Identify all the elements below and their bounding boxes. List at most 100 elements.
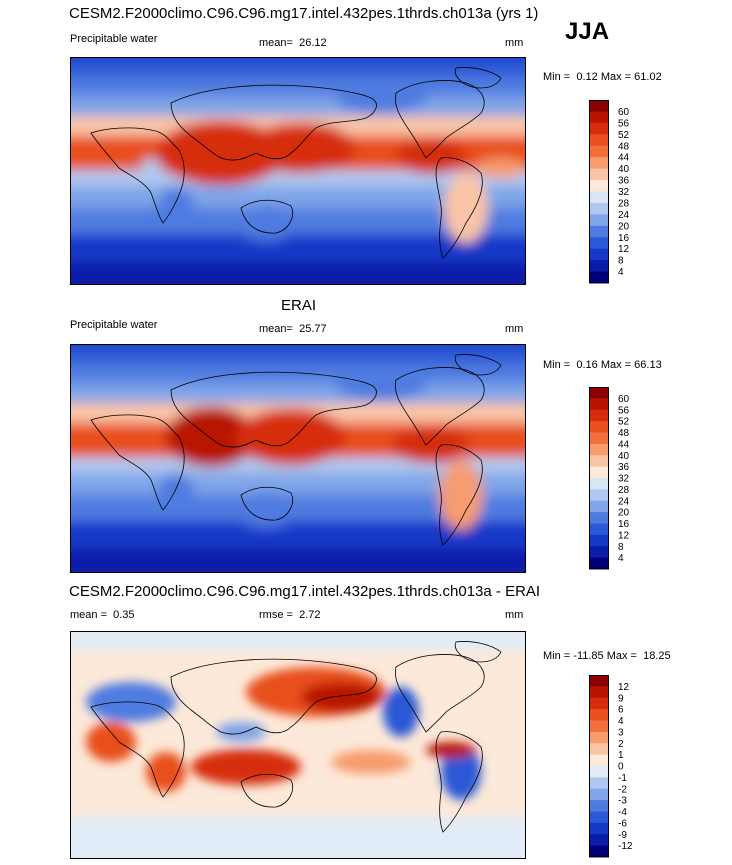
colorbar-swatch [589, 145, 609, 158]
colorbar-tick-label: 44 [618, 153, 630, 164]
panel2-mean: mean= 25.77 [259, 323, 327, 335]
colorbar-swatch [589, 455, 609, 468]
panel3-units: mm [505, 609, 524, 621]
colorbar-tick-label: 6 [618, 705, 624, 716]
panel1-map-field [71, 58, 525, 284]
colorbar-swatch [589, 720, 609, 733]
colorbar-tick-label: 60 [618, 394, 630, 405]
panel2-field-label: Precipitable water [70, 319, 158, 331]
colorbar-swatch [589, 766, 609, 778]
colorbar-swatch [589, 237, 609, 250]
colorbar-tick-label: 44 [618, 439, 630, 450]
map-shading [71, 632, 525, 858]
panel2-title: ERAI [281, 297, 317, 314]
colorbar-tick-label: 8 [618, 256, 624, 267]
colorbar-swatch [589, 822, 609, 835]
colorbar-swatch [589, 743, 609, 756]
panel1-mean: mean= 26.12 [259, 37, 327, 49]
colorbar-tick-label: -9 [618, 830, 627, 841]
colorbar-frame [589, 387, 609, 569]
panel3-title: CESM2.F2000climo.C96.C96.mg17.intel.432p… [69, 583, 541, 600]
colorbar-tick-label: 56 [618, 118, 630, 129]
panel3-minmax: Min = -11.85 Max = 18.25 [543, 650, 671, 662]
panel3-map-field [71, 632, 525, 858]
panel2-colorbar: 60 56 52 48 44 40 36 32 28 24 20 16 12 8 4 [589, 387, 630, 570]
panel1-minmax: Min = 0.12 Max = 61.02 [543, 71, 662, 83]
panel3-colorbar: 12 9 6 4 3 2 1 0 -1 -2 -3 -4 -6 -9 -12 [589, 675, 633, 858]
colorbar-tick-label: -2 [618, 784, 627, 795]
colorbar-tick-label: 16 [618, 233, 630, 244]
colorbar-tick-label: 40 [618, 164, 630, 175]
colorbar-swatch [589, 478, 609, 490]
coastlines [90, 641, 502, 833]
colorbar-swatch [589, 546, 609, 559]
colorbar-swatch [589, 731, 609, 744]
colorbar-swatch [589, 202, 609, 215]
colorbar-tick-label: 12 [618, 530, 630, 541]
colorbar-swatch [589, 489, 609, 502]
colorbar-tick-label: 32 [618, 474, 630, 485]
colorbar-tick-label: 28 [618, 485, 630, 496]
colorbar-swatch [589, 387, 609, 399]
colorbar-tick-label: 24 [618, 496, 630, 507]
colorbar-swatch [589, 168, 609, 181]
colorbar-swatch [589, 845, 609, 858]
colorbar-tick-label: 24 [618, 210, 630, 221]
colorbar-swatch [589, 157, 609, 170]
colorbar-swatch [589, 111, 609, 124]
colorbar-swatch [589, 811, 609, 824]
colorbar-tick-label: -3 [618, 796, 627, 807]
colorbar-tick-label: 8 [618, 542, 624, 553]
colorbar-tick-label: -6 [618, 818, 627, 829]
colorbar-swatch [589, 557, 609, 570]
colorbar-tick-label: 20 [618, 221, 630, 232]
colorbar-tick-label: 0 [618, 762, 624, 773]
colorbar-tick-label: 32 [618, 187, 630, 198]
colorbar-swatch [589, 421, 609, 433]
colorbar-swatch [589, 260, 609, 273]
colorbar-tick-label: 36 [618, 176, 630, 187]
colorbar-tick-label: -12 [618, 841, 633, 852]
colorbar-tick-label: 2 [618, 739, 624, 750]
colorbar-swatch [589, 500, 609, 513]
colorbar-tick-label: 1 [618, 750, 624, 761]
colorbar-swatch [589, 777, 609, 790]
colorbar-swatch [589, 675, 609, 687]
colorbar-swatch [589, 800, 609, 812]
map-shading [71, 345, 525, 572]
panel2-units: mm [505, 323, 524, 335]
colorbar-tick-label: 4 [618, 267, 624, 278]
colorbar-swatch [589, 225, 609, 238]
colorbar-tick-label: 36 [618, 462, 630, 473]
colorbar-tick-label: 48 [618, 141, 630, 152]
colorbar-tick-label: 60 [618, 107, 630, 118]
colorbar-tick-label: 12 [618, 244, 630, 255]
colorbar-tick-label: 56 [618, 405, 630, 416]
colorbar-swatch [589, 180, 609, 192]
colorbar-swatch [589, 709, 609, 721]
map-shading [71, 58, 525, 284]
panel1-field-label: Precipitable water [70, 33, 158, 45]
panel1-map [70, 57, 526, 285]
colorbar-swatch [589, 512, 609, 524]
colorbar-swatch [589, 754, 609, 767]
colorbar-tick-label: 4 [618, 716, 624, 727]
colorbar-swatch [589, 191, 609, 204]
colorbar-swatch [589, 466, 609, 479]
colorbar-frame [589, 675, 609, 857]
colorbar-tick-label: 3 [618, 727, 624, 738]
colorbar-tick-label: -1 [618, 773, 627, 784]
panel3-map [70, 631, 526, 859]
coastlines [90, 67, 502, 259]
colorbar-tick-label: 52 [618, 417, 630, 428]
panel1-title: CESM2.F2000climo.C96.C96.mg17.intel.432p… [69, 5, 539, 22]
panel3-rmse: rmse = 2.72 [259, 609, 321, 621]
colorbar-tick-label: 40 [618, 451, 630, 462]
colorbar-swatch [589, 271, 609, 284]
colorbar-swatch [589, 398, 609, 411]
panel3-mean: mean = 0.35 [70, 609, 135, 621]
colorbar-swatch [589, 214, 609, 227]
